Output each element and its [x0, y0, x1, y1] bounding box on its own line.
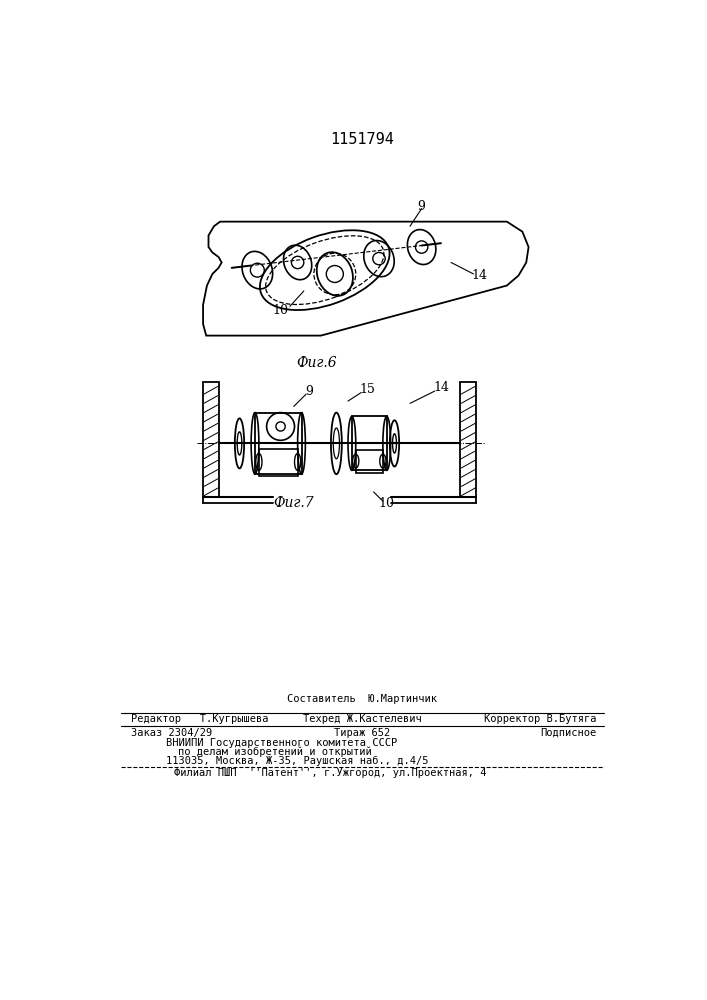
Text: 113035, Москва, Ж-35, Раушская наб., д.4/5: 113035, Москва, Ж-35, Раушская наб., д.4…: [166, 756, 428, 766]
Bar: [356, 450, 383, 473]
Text: Филиал ПШП  ''Патент'', г.Ужгород, ул.Проектная, 4: Филиал ПШП ''Патент'', г.Ужгород, ул.Про…: [174, 768, 486, 778]
Bar: [259, 449, 298, 476]
Text: 10: 10: [273, 304, 288, 317]
Text: 15: 15: [359, 383, 375, 396]
Text: Тираж 652: Тираж 652: [334, 728, 390, 738]
Bar: [255, 413, 301, 474]
Bar: [203, 382, 218, 497]
Text: Подписное: Подписное: [539, 728, 596, 738]
Text: Редактор   Т.Кугрышева: Редактор Т.Кугрышева: [131, 714, 269, 724]
Text: по делам изобретений и открытий: по делам изобретений и открытий: [177, 747, 371, 757]
Bar: [352, 416, 387, 470]
Bar: [460, 382, 476, 497]
Text: Фиг.7: Фиг.7: [274, 496, 314, 510]
Text: 9: 9: [305, 385, 313, 398]
Text: ВНИИПИ Государственного комитета СССР: ВНИИПИ Государственного комитета СССР: [166, 738, 397, 748]
Text: Корректор В.Бутяга: Корректор В.Бутяга: [484, 714, 596, 724]
Text: Заказ 2304/29: Заказ 2304/29: [131, 728, 212, 738]
Text: 1151794: 1151794: [330, 132, 394, 147]
Text: 14: 14: [433, 381, 449, 394]
Text: Фиг.6: Фиг.6: [297, 356, 337, 370]
Text: 9: 9: [418, 200, 426, 213]
Text: 10: 10: [379, 497, 395, 510]
Text: 14: 14: [472, 269, 488, 282]
Text: Составитель  Ю.Мартинчик: Составитель Ю.Мартинчик: [287, 694, 437, 704]
Text: Техред Ж.Кастелевич: Техред Ж.Кастелевич: [303, 714, 421, 724]
